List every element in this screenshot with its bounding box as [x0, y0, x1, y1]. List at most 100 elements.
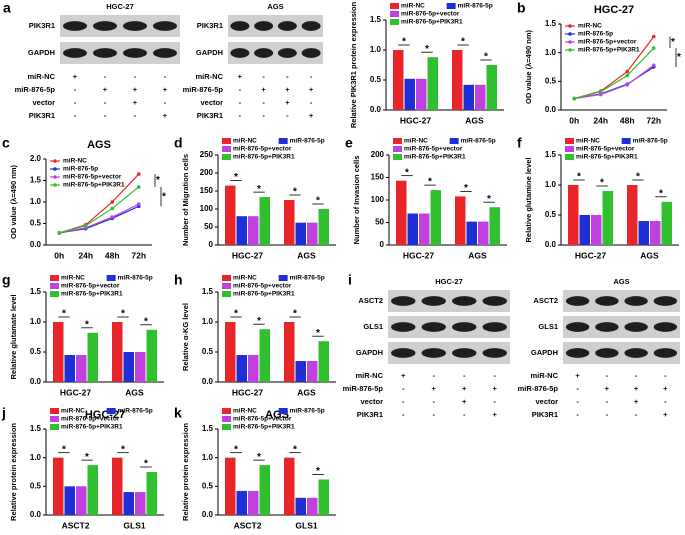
y-tick-label: 0.5 [545, 210, 557, 219]
legend-label: miR-876-5p [290, 275, 325, 282]
legend-label: miR-876-5p [118, 408, 153, 415]
bar [259, 465, 271, 515]
x-tick-label: ASCT2 [62, 520, 90, 530]
y-axis-label: Number of Migration cells [181, 154, 190, 246]
condition-label: PIK3R1 [357, 410, 383, 419]
blot-strip [388, 290, 510, 312]
legend-swatch [222, 146, 231, 152]
marker [136, 172, 141, 176]
y-tick-label: 0.0 [545, 240, 557, 249]
y-tick-label: 1.5 [30, 287, 42, 296]
condition-mark: - [402, 410, 405, 419]
y-tick-label: 200 [200, 168, 214, 177]
bar [661, 201, 673, 245]
panel-label: i [348, 272, 352, 288]
x-tick-label: GLS1 [123, 520, 145, 530]
significance: * [577, 172, 581, 183]
legend-swatch [222, 424, 231, 430]
condition-mark: - [433, 371, 436, 380]
legend-marker [53, 167, 57, 171]
legend-label: miR-NC [233, 408, 257, 415]
condition-label: miR-NC [531, 371, 559, 380]
legend-swatch [222, 154, 231, 160]
x-tick-label: 48h [105, 250, 120, 260]
significance: * [144, 459, 148, 470]
line [574, 47, 655, 100]
blot-strip [228, 15, 323, 37]
marker [110, 200, 115, 204]
significance: * [671, 37, 675, 48]
condition-mark: + [605, 384, 610, 393]
y-axis-label: Relative glutamine level [524, 157, 533, 242]
protein-label: ASCT2 [533, 296, 558, 305]
panel-label: g [2, 272, 11, 288]
legend-marker [568, 40, 572, 44]
significance: * [234, 172, 238, 183]
blot-band [153, 48, 177, 58]
protein-label: GAPDH [356, 348, 383, 357]
bar [283, 457, 295, 515]
y-tick-label: 0.5 [545, 76, 557, 85]
y-tick-label: 0.5 [202, 347, 214, 356]
significance: * [484, 52, 488, 63]
condition-label: miR-876-5p [518, 384, 559, 393]
legend-swatch [50, 291, 59, 297]
condition-mark: - [134, 111, 137, 120]
condition-mark: - [164, 98, 167, 107]
condition-mark: + [493, 384, 498, 393]
condition-mark: + [285, 98, 290, 107]
legend-label: miR-876-5p [458, 3, 493, 10]
bar [236, 216, 247, 245]
bar [451, 50, 463, 110]
bar [475, 84, 486, 110]
condition-mark: - [576, 384, 579, 393]
y-tick-label: 0 [209, 240, 214, 249]
condition-mark: - [134, 72, 137, 81]
bar [626, 185, 638, 245]
legend-marker [53, 159, 57, 163]
y-axis-label: OD value (λ=490 nm) [524, 30, 533, 104]
bar [416, 78, 427, 110]
y-tick-label: 1.0 [30, 317, 42, 326]
x-tick-label: AGS [465, 115, 484, 125]
protein-label: GAPDH [196, 48, 223, 57]
condition-mark: - [402, 384, 405, 393]
x-tick-label: 48h [620, 115, 635, 125]
blot-band [653, 296, 678, 306]
bar [404, 78, 415, 110]
condition-label: miR-NC [196, 72, 224, 81]
condition-mark: - [606, 371, 609, 380]
legend-label: miR-876-5p+PIK3R1 [401, 19, 463, 26]
bar [248, 216, 259, 245]
marker [625, 82, 630, 87]
legend-marker [568, 24, 572, 28]
condition-mark: - [239, 85, 242, 94]
y-tick-label: 0.5 [202, 481, 214, 490]
y-tick-label: 1.5 [545, 19, 557, 28]
bar [567, 185, 579, 245]
bar [318, 209, 330, 245]
blot-band [63, 21, 87, 31]
y-axis-label: Relative protein expression [9, 423, 18, 521]
bar [224, 322, 236, 382]
bar [318, 479, 330, 515]
legend-swatch [393, 146, 402, 152]
condition-mark: - [262, 72, 265, 81]
bar [52, 322, 64, 382]
significance: * [121, 444, 125, 455]
significance: * [405, 167, 409, 178]
x-tick-label: HGC-27 [60, 387, 91, 397]
marker [598, 92, 603, 97]
legend-label: miR-NC [404, 138, 428, 145]
y-axis-label: Relative glutamate level [9, 294, 18, 379]
condition-mark: + [462, 384, 467, 393]
blot-title: AGS [613, 277, 629, 286]
y-axis-label: Relative α-KG level [181, 303, 190, 371]
significance: * [62, 444, 66, 455]
legend-marker [568, 32, 572, 36]
legend-swatch [50, 416, 59, 422]
chart-title: HGC-27 [594, 4, 634, 16]
legend-label: miR-NC [233, 138, 257, 145]
condition-mark: - [286, 111, 289, 120]
y-tick-label: 1.5 [545, 150, 557, 159]
